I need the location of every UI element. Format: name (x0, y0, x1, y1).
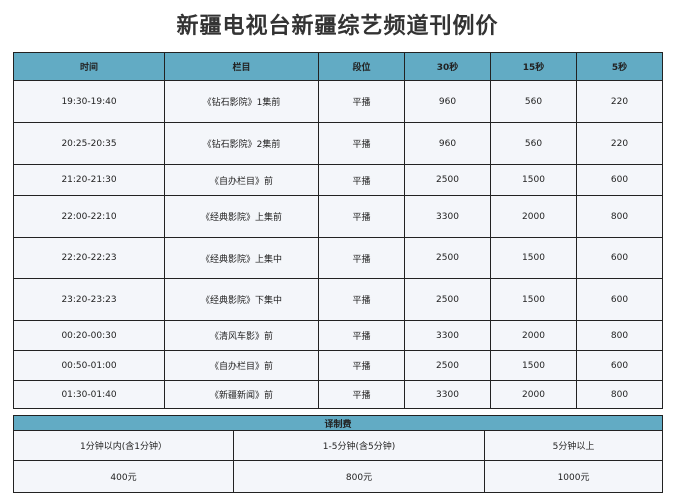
table-cell: 平播 (318, 320, 405, 351)
table-cell: 《清风车影》前 (164, 320, 319, 351)
table-cell: 600 (576, 237, 663, 279)
table-cell: 平播 (318, 195, 405, 238)
table-cell: 2500 (404, 278, 491, 321)
table-cell: 平播 (318, 80, 405, 123)
table-row: 21:20-21:30 《自办栏目》前 平播 2500 1500 600 (13, 164, 663, 196)
duration-cell: 1分钟以内(含1分钟） (13, 430, 234, 461)
table-cell: 《钻石影院》2集前 (164, 122, 319, 165)
table-cell: 600 (576, 350, 663, 381)
table-row: 01:30-01:40 《新疆新闻》前 平播 3300 2000 800 (13, 380, 663, 409)
table-row: 00:50-01:00 《自办栏目》前 平播 2500 1500 600 (13, 350, 663, 381)
table-row: 22:20-22:23 《经典影院》上集中 平播 2500 1500 600 (13, 237, 663, 279)
column-header: 30秒 (404, 52, 491, 81)
table-cell: 20:25-20:35 (13, 122, 165, 165)
table-cell: 22:20-22:23 (13, 237, 165, 279)
table-cell: 1500 (490, 237, 577, 279)
table-cell: 2500 (404, 164, 491, 196)
table-cell: 平播 (318, 164, 405, 196)
table-cell: 960 (404, 122, 491, 165)
table-cell: 平播 (318, 122, 405, 165)
table-cell: 600 (576, 164, 663, 196)
table-cell: 560 (490, 122, 577, 165)
duration-row: 1分钟以内(含1分钟） 1-5分钟(含5分钟) 5分钟以上 (13, 430, 664, 461)
table-cell: 平播 (318, 278, 405, 321)
rate-table: 时间 栏目 段位 30秒 15秒 5秒 19:30-19:40 《钻石影院》1集前 平播 960… (13, 52, 663, 409)
table-cell: 560 (490, 80, 577, 123)
table-cell: 22:00-22:10 (13, 195, 165, 238)
table-cell: 平播 (318, 380, 405, 409)
table-cell: 2000 (490, 195, 577, 238)
table-cell: 800 (576, 195, 663, 238)
table-cell: 1500 (490, 350, 577, 381)
table-cell: 23:20-23:23 (13, 278, 165, 321)
table-cell: 1500 (490, 164, 577, 196)
duration-cell: 1-5分钟(含5分钟) (233, 430, 485, 461)
table-cell: 3300 (404, 380, 491, 409)
table-cell: 220 (576, 80, 663, 123)
price-cell: 800元 (233, 460, 485, 493)
table-cell: 2000 (490, 380, 577, 409)
table-cell: 2500 (404, 350, 491, 381)
column-header: 段位 (318, 52, 405, 81)
table-row: 00:20-00:30 《清风车影》前 平播 3300 2000 800 (13, 320, 663, 351)
table-cell: 《自办栏目》前 (164, 350, 319, 381)
price-cell: 1000元 (483, 460, 664, 493)
table-cell: 19:30-19:40 (13, 80, 165, 123)
table-cell: 《经典影院》下集中 (164, 278, 319, 321)
table-cell: 《经典影院》上集前 (164, 195, 319, 238)
table-header-row: 时间 栏目 段位 30秒 15秒 5秒 (13, 52, 663, 81)
table-row: 23:20-23:23 《经典影院》下集中 平播 2500 1500 600 (13, 278, 663, 321)
column-header: 栏目 (164, 52, 319, 81)
table-cell: 1500 (490, 278, 577, 321)
price-row: 400元 800元 1000元 (13, 460, 664, 493)
table-cell: 《自办栏目》前 (164, 164, 319, 196)
table-cell: 800 (576, 380, 663, 409)
table-cell: 2000 (490, 320, 577, 351)
table-cell: 800 (576, 320, 663, 351)
price-cell: 400元 (13, 460, 234, 493)
table-cell: 《钻石影院》1集前 (164, 80, 319, 123)
column-header: 15秒 (490, 52, 577, 81)
column-header: 5秒 (576, 52, 663, 81)
table-cell: 01:30-01:40 (13, 380, 165, 409)
table-cell: 2500 (404, 237, 491, 279)
page-title: 新疆电视台新疆综艺频道刊例价 (176, 14, 499, 39)
table-row: 19:30-19:40 《钻石影院》1集前 平播 960 560 220 (13, 80, 663, 123)
table-cell: 600 (576, 278, 663, 321)
table-cell: 960 (404, 80, 491, 123)
table-cell: 3300 (404, 195, 491, 238)
table-cell: 《经典影院》上集中 (164, 237, 319, 279)
table-cell: 平播 (318, 237, 405, 279)
table-cell: 平播 (318, 350, 405, 381)
table-row: 22:00-22:10 《经典影院》上集前 平播 3300 2000 800 (13, 195, 663, 238)
table-cell: 21:20-21:30 (13, 164, 165, 196)
table-cell: 220 (576, 122, 663, 165)
table-row: 20:25-20:35 《钻石影院》2集前 平播 960 560 220 (13, 122, 663, 165)
table-cell: 00:20-00:30 (13, 320, 165, 351)
table-cell: 3300 (404, 320, 491, 351)
production-fee-title: 译制费 (12, 415, 664, 431)
column-header: 时间 (13, 52, 165, 81)
production-fee-table: 译制费 1分钟以内(含1分钟） 1-5分钟(含5分钟) 5分钟以上 400元 800元… (12, 415, 664, 493)
duration-cell: 5分钟以上 (483, 430, 664, 461)
table-cell: 00:50-01:00 (13, 350, 165, 381)
table-cell: 《新疆新闻》前 (164, 380, 319, 409)
